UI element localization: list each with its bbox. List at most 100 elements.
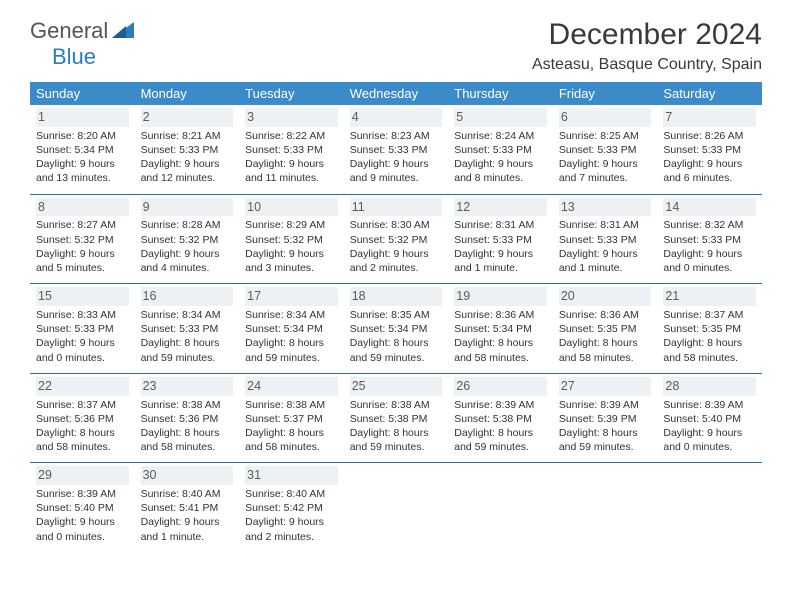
day-cell: 7Sunrise: 8:26 AMSunset: 5:33 PMDaylight… (657, 105, 762, 194)
calendar-container: Sunday Monday Tuesday Wednesday Thursday… (0, 82, 792, 552)
sunset-text: Sunset: 5:41 PM (141, 501, 234, 515)
sunset-text: Sunset: 5:36 PM (36, 412, 129, 426)
daylight-text: Daylight: 9 hours and 1 minute. (559, 247, 652, 275)
daylight-text: Daylight: 8 hours and 59 minutes. (559, 426, 652, 454)
sunset-text: Sunset: 5:33 PM (559, 233, 652, 247)
day-number: 31 (245, 466, 338, 485)
week-row: 22Sunrise: 8:37 AMSunset: 5:36 PMDayligh… (30, 373, 762, 463)
day-cell: 3Sunrise: 8:22 AMSunset: 5:33 PMDaylight… (239, 105, 344, 194)
daylight-text: Daylight: 8 hours and 59 minutes. (350, 426, 443, 454)
title-block: December 2024 Asteasu, Basque Country, S… (532, 18, 762, 74)
day-number: 27 (559, 377, 652, 396)
sunset-text: Sunset: 5:40 PM (663, 412, 756, 426)
daylight-text: Daylight: 9 hours and 2 minutes. (245, 515, 338, 543)
day-cell: 5Sunrise: 8:24 AMSunset: 5:33 PMDaylight… (448, 105, 553, 194)
sunrise-text: Sunrise: 8:39 AM (663, 398, 756, 412)
daylight-text: Daylight: 9 hours and 6 minutes. (663, 157, 756, 185)
day-cell: 17Sunrise: 8:34 AMSunset: 5:34 PMDayligh… (239, 284, 344, 374)
sunrise-text: Sunrise: 8:23 AM (350, 129, 443, 143)
day-header: Wednesday (344, 82, 449, 105)
daylight-text: Daylight: 8 hours and 59 minutes. (245, 336, 338, 364)
sunset-text: Sunset: 5:34 PM (36, 143, 129, 157)
location-text: Asteasu, Basque Country, Spain (532, 56, 762, 74)
day-cell: 18Sunrise: 8:35 AMSunset: 5:34 PMDayligh… (344, 284, 449, 374)
day-number: 2 (141, 108, 234, 127)
sunset-text: Sunset: 5:42 PM (245, 501, 338, 515)
day-cell: 31 Sunrise: 8:40 AMSunset: 5:42 PMDayligh… (239, 463, 344, 552)
sunrise-text: Sunrise: 8:35 AM (350, 308, 443, 322)
day-cell: 26Sunrise: 8:39 AMSunset: 5:38 PMDayligh… (448, 373, 553, 463)
day-cell: 10Sunrise: 8:29 AMSunset: 5:32 PMDayligh… (239, 194, 344, 284)
daylight-text: Daylight: 8 hours and 58 minutes. (559, 336, 652, 364)
calendar-table: Sunday Monday Tuesday Wednesday Thursday… (30, 82, 762, 552)
day-cell: 16Sunrise: 8:34 AMSunset: 5:33 PMDayligh… (135, 284, 240, 374)
daylight-text: Daylight: 9 hours and 13 minutes. (36, 157, 129, 185)
day-cell: 25Sunrise: 8:38 AMSunset: 5:38 PMDayligh… (344, 373, 449, 463)
sunset-text: Sunset: 5:33 PM (663, 143, 756, 157)
sunset-text: Sunset: 5:39 PM (559, 412, 652, 426)
daylight-text: Daylight: 8 hours and 59 minutes. (350, 336, 443, 364)
day-cell (657, 463, 762, 552)
day-number: 12 (454, 198, 547, 217)
day-number: 5 (454, 108, 547, 127)
sunrise-text: Sunrise: 8:39 AM (36, 487, 129, 501)
daylight-text: Daylight: 8 hours and 58 minutes. (36, 426, 129, 454)
day-cell: 4Sunrise: 8:23 AMSunset: 5:33 PMDaylight… (344, 105, 449, 194)
day-number: 21 (663, 287, 756, 306)
day-number: 10 (245, 198, 338, 217)
day-number: 9 (141, 198, 234, 217)
sunset-text: Sunset: 5:35 PM (663, 322, 756, 336)
sunrise-text: Sunrise: 8:40 AM (245, 487, 338, 501)
sunset-text: Sunset: 5:34 PM (454, 322, 547, 336)
sunrise-text: Sunrise: 8:31 AM (559, 218, 652, 232)
day-cell: 14Sunrise: 8:32 AMSunset: 5:33 PMDayligh… (657, 194, 762, 284)
day-number: 23 (141, 377, 234, 396)
sunset-text: Sunset: 5:33 PM (36, 322, 129, 336)
sunset-text: Sunset: 5:40 PM (36, 501, 129, 515)
day-number: 20 (559, 287, 652, 306)
sunrise-text: Sunrise: 8:22 AM (245, 129, 338, 143)
week-row: 1Sunrise: 8:20 AMSunset: 5:34 PMDaylight… (30, 105, 762, 194)
sunrise-text: Sunrise: 8:32 AM (663, 218, 756, 232)
day-number: 30 (141, 466, 234, 485)
sunrise-text: Sunrise: 8:25 AM (559, 129, 652, 143)
day-cell: 27 Sunrise: 8:39 AMSunset: 5:39 PMDayligh… (553, 373, 658, 463)
daylight-text: Daylight: 9 hours and 12 minutes. (141, 157, 234, 185)
daylight-text: Daylight: 9 hours and 9 minutes. (350, 157, 443, 185)
daylight-text: Daylight: 9 hours and 8 minutes. (454, 157, 547, 185)
day-number: 15 (36, 287, 129, 306)
day-number: 28 (663, 377, 756, 396)
day-number: 1 (36, 108, 129, 127)
day-number: 24 (245, 377, 338, 396)
sunset-text: Sunset: 5:37 PM (245, 412, 338, 426)
sunset-text: Sunset: 5:32 PM (245, 233, 338, 247)
day-header: Saturday (657, 82, 762, 105)
daylight-text: Daylight: 8 hours and 58 minutes. (141, 426, 234, 454)
sunset-text: Sunset: 5:33 PM (663, 233, 756, 247)
sunrise-text: Sunrise: 8:39 AM (559, 398, 652, 412)
day-cell: 12Sunrise: 8:31 AMSunset: 5:33 PMDayligh… (448, 194, 553, 284)
day-number: 17 (245, 287, 338, 306)
day-cell (448, 463, 553, 552)
daylight-text: Daylight: 9 hours and 2 minutes. (350, 247, 443, 275)
sunset-text: Sunset: 5:33 PM (559, 143, 652, 157)
day-cell (553, 463, 658, 552)
day-number: 26 (454, 377, 547, 396)
day-cell: 24Sunrise: 8:38 AMSunset: 5:37 PMDayligh… (239, 373, 344, 463)
sunrise-text: Sunrise: 8:36 AM (559, 308, 652, 322)
sunrise-text: Sunrise: 8:28 AM (141, 218, 234, 232)
day-number: 6 (559, 108, 652, 127)
daylight-text: Daylight: 9 hours and 11 minutes. (245, 157, 338, 185)
day-number: 14 (663, 198, 756, 217)
daylight-text: Daylight: 9 hours and 1 minute. (141, 515, 234, 543)
day-cell: 13Sunrise: 8:31 AMSunset: 5:33 PMDayligh… (553, 194, 658, 284)
daylight-text: Daylight: 9 hours and 4 minutes. (141, 247, 234, 275)
daylight-text: Daylight: 9 hours and 1 minute. (454, 247, 547, 275)
logo-triangle-icon (112, 20, 134, 43)
sunset-text: Sunset: 5:32 PM (36, 233, 129, 247)
day-number: 8 (36, 198, 129, 217)
day-number: 22 (36, 377, 129, 396)
day-cell: 29Sunrise: 8:39 AMSunset: 5:40 PMDayligh… (30, 463, 135, 552)
sunrise-text: Sunrise: 8:29 AM (245, 218, 338, 232)
week-row: 8Sunrise: 8:27 AMSunset: 5:32 PMDaylight… (30, 194, 762, 284)
